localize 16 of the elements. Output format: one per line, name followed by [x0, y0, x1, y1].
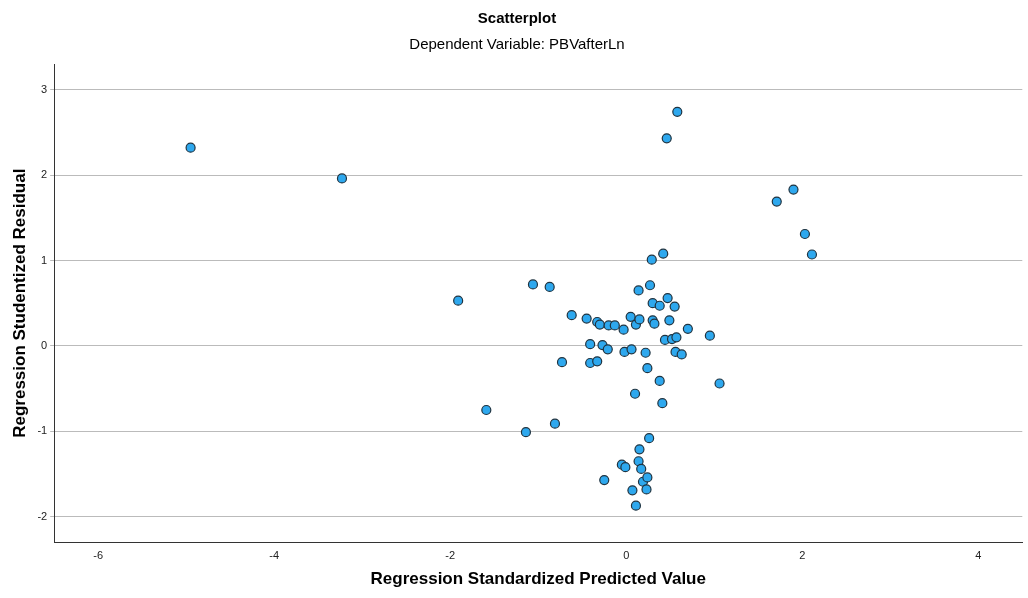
x-tick-label: 2 [799, 549, 806, 562]
x-tick-label: -2 [445, 549, 456, 562]
x-tick-label: -4 [269, 549, 280, 562]
y-tick-label: 1 [41, 253, 48, 266]
x-axis-title: Regression Standardized Predicted Value [370, 569, 706, 589]
chart-subtitle: Dependent Variable: PBVafterLn [409, 35, 625, 53]
y-tick-label: 3 [41, 82, 48, 95]
y-tick-label: 0 [41, 338, 48, 351]
chart-title: Scatterplot [477, 9, 557, 27]
x-tick-label: 4 [975, 549, 982, 562]
x-tick-label: 0 [623, 549, 630, 562]
x-tick-label: -6 [93, 549, 104, 562]
y-tick-label: -2 [37, 509, 48, 522]
y-tick-label: 2 [41, 168, 48, 181]
y-axis-title: Regression Studentized Residual [9, 168, 29, 438]
y-tick-label: -1 [37, 424, 48, 437]
